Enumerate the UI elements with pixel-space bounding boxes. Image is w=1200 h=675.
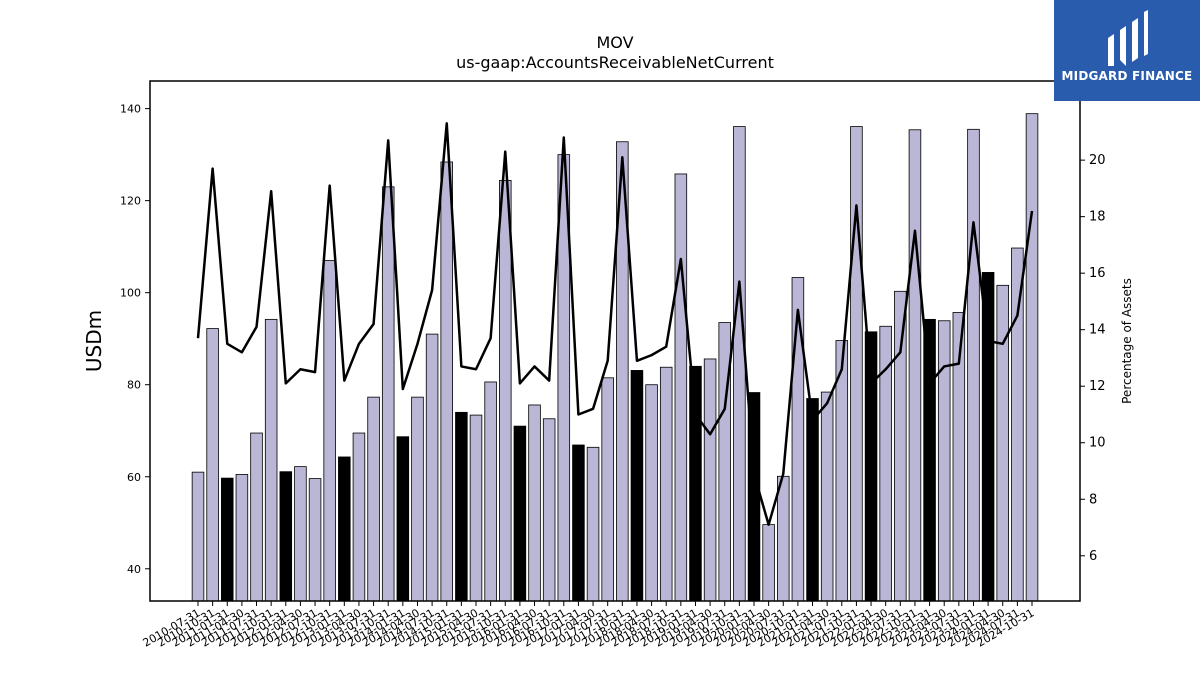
y-tick-label: 40: [127, 563, 141, 576]
bar: [367, 396, 380, 602]
bar: [499, 179, 512, 602]
y-axis-label: USDm: [82, 310, 106, 372]
y-tick-label: 80: [127, 379, 141, 392]
bar: [659, 366, 673, 602]
y2-axis-label: Percentage of Assets: [1120, 278, 1134, 404]
line-series: [196, 122, 1034, 526]
bar: [967, 128, 980, 602]
bar: [528, 404, 541, 602]
bar: [469, 414, 483, 602]
bar: [411, 396, 424, 602]
bar: [586, 446, 600, 602]
bar: [937, 320, 951, 602]
bar: [323, 260, 336, 602]
bar: [777, 475, 790, 602]
y2-tick-label: 8: [1089, 492, 1097, 507]
bar: [396, 436, 410, 602]
y2-tick-label: 20: [1089, 153, 1106, 168]
bar: [1011, 247, 1024, 602]
x-axis: 2010-07-312010-10-312011-01-312011-04-30…: [141, 601, 1037, 650]
bar: [250, 432, 263, 602]
bar: [440, 161, 453, 602]
y2-tick-label: 18: [1089, 210, 1106, 225]
bar: [791, 277, 805, 602]
bar: [572, 444, 585, 602]
bar: [703, 358, 717, 602]
bar-series: [191, 113, 1039, 602]
y-tick-label: 120: [120, 195, 141, 208]
bar: [762, 524, 775, 602]
bar: [455, 411, 468, 602]
bar: [850, 126, 863, 602]
bar: [542, 418, 556, 602]
y2-tick-label: 10: [1089, 436, 1106, 451]
chart-subtitle: us-gaap:AccountsReceivableNetCurrent: [456, 53, 774, 72]
bar: [630, 370, 644, 602]
y2-tick-label: 16: [1089, 266, 1106, 281]
bar: [894, 290, 907, 602]
bar: [294, 466, 307, 602]
bar: [352, 432, 366, 602]
bar: [206, 328, 219, 602]
bar: [923, 318, 936, 602]
bar: [513, 425, 527, 602]
y-tick-label: 140: [120, 103, 141, 116]
bar: [645, 384, 658, 602]
y-tick-label: 100: [120, 287, 141, 300]
bar: [191, 471, 205, 602]
bar: [235, 474, 249, 602]
bar: [338, 456, 351, 602]
y-tick-label: 60: [127, 471, 141, 484]
plot-frame: [149, 80, 1081, 602]
bar: [601, 377, 614, 602]
bar: [981, 272, 995, 602]
y-axis-left: 40 60 80 100 120 140: [120, 103, 150, 576]
bar: [733, 126, 746, 602]
bar: [221, 477, 234, 602]
brand-logo: MIDGARD FINANCE: [1054, 0, 1200, 101]
y2-tick-label: 6: [1089, 549, 1097, 564]
brand-name: MIDGARD FINANCE: [1061, 69, 1193, 83]
y2-tick-label: 14: [1089, 323, 1106, 338]
y-axis-right: 6 8 10 12 14 16 18 20: [1080, 153, 1106, 564]
line-path: [196, 122, 1034, 526]
bar: [1025, 113, 1039, 602]
bar: [806, 398, 819, 602]
midgard-logo-icon: [1108, 10, 1148, 66]
bar: [425, 333, 439, 602]
bar: [308, 478, 322, 602]
bar: [264, 318, 278, 602]
bar: [908, 129, 922, 602]
bar: [381, 186, 395, 602]
bar: [674, 173, 688, 602]
bar: [996, 284, 1009, 602]
bar: [820, 391, 834, 602]
y2-tick-label: 12: [1089, 379, 1106, 394]
chart-title: MOV: [596, 33, 633, 52]
bar: [279, 471, 293, 602]
bar: [484, 381, 497, 602]
